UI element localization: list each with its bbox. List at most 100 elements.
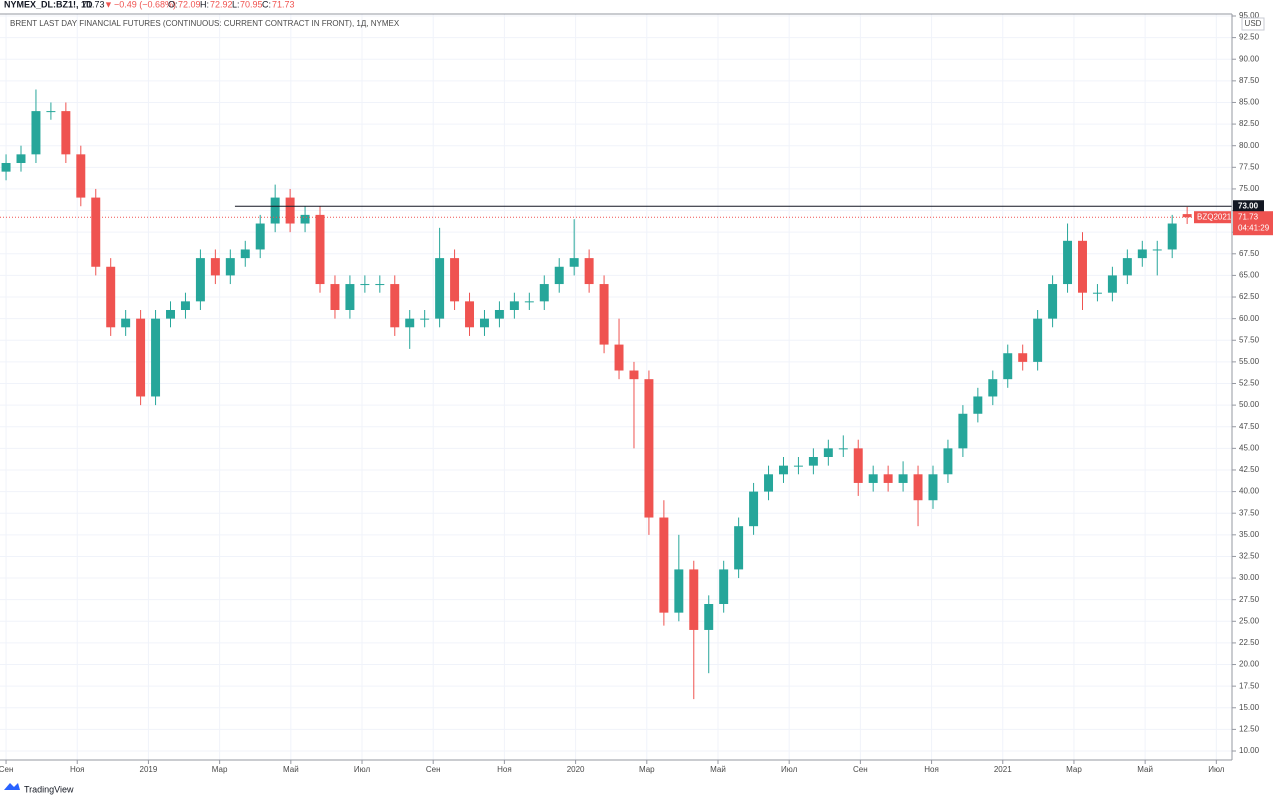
y-tick-label: 60.00 [1239,314,1260,323]
y-tick-label: 95.00 [1239,11,1260,20]
candle-body [16,154,26,163]
y-tick-label: 45.00 [1239,443,1260,452]
x-tick-label: 2021 [994,765,1012,774]
l-label: L: [232,0,240,9]
y-tick-label: 30.00 [1239,573,1260,582]
y-tick-label: 10.00 [1239,746,1260,755]
high: 72.92 [210,0,233,9]
y-tick-label: 20.00 [1239,660,1260,669]
candle-body [1003,353,1013,380]
candle-body [734,526,744,570]
candle-body [375,284,385,286]
y-tick-label: 40.00 [1239,487,1260,496]
y-tick-label: 15.00 [1239,703,1260,712]
x-tick-label: Мар [639,765,655,774]
candle-body [31,111,41,155]
axes: 10.00 12.50 15.00 17.50 20.00 22.50 25.00 27.50… [0,11,1273,774]
candle-body [883,474,893,483]
x-tick-label: Июл [354,765,371,774]
open: 72.09 [178,0,201,9]
candle-body [255,223,265,250]
last: 71.73 [82,0,105,9]
candle-body [808,456,818,466]
candle-body [554,266,564,285]
countdown: 04:41:29 [1238,223,1270,232]
x-tick-label: Июл [1208,765,1225,774]
y-tick-label: 62.50 [1239,292,1260,301]
y-tick-label: 65.00 [1239,271,1260,280]
y-tick-label: 17.50 [1239,681,1260,690]
candle-body [988,379,998,397]
candle-body [749,491,759,527]
y-tick-label: 12.50 [1239,724,1260,733]
x-tick-label: Сен [853,765,868,774]
y-tick-label: 32.50 [1239,552,1260,561]
candle-body [913,474,923,501]
candle-body [1078,240,1087,293]
candle-body [46,111,56,113]
candle-body [210,258,220,276]
candle-body [823,448,833,457]
y-tick-label: 57.50 [1239,335,1260,344]
candle-body [868,474,878,483]
symbol-box [1194,211,1231,224]
candle-body [1033,318,1043,362]
x-tick-label: Июл [781,765,798,774]
symbol-label: BZQ2021 [1197,212,1232,221]
candle-body [778,465,788,475]
candle-body [569,258,579,267]
candle-body [943,448,953,475]
y-tick-label: 87.50 [1239,76,1260,85]
y-tick-label: 77.50 [1239,162,1260,171]
y-tick-label: 42.50 [1239,465,1260,474]
candle-body [1048,284,1058,319]
candle-body [1018,353,1028,362]
symbol: NYMEX_DL:BZ1!, 1D [4,0,93,9]
footer[interactable]: TradingView [24,784,74,794]
candle-body [629,370,639,380]
y-tick-label: 85.00 [1239,98,1260,107]
candle-body [1092,292,1102,294]
x-tick-label: Ноя [70,765,85,774]
y-tick-label: 75.00 [1239,184,1260,193]
last-price-label: 71.73 [1238,212,1259,221]
candle-body [599,284,609,345]
candle-body [539,284,549,302]
y-tick-label: 35.00 [1239,530,1260,539]
y-tick-label: 82.50 [1239,119,1260,128]
candle-body [435,258,445,319]
x-tick-label: Сен [0,765,13,774]
candle-body [1107,275,1117,293]
hline-label: 73.00 [1238,201,1259,210]
candle-body [853,448,863,483]
currency: USD [1245,19,1262,28]
chart-title: BRENT LAST DAY FINANCIAL FUTURES (CONTIN… [10,19,400,28]
candle-body [240,249,250,259]
candle-body [195,258,205,302]
candle-body [300,214,310,224]
y-tick-label: 50.00 [1239,400,1260,409]
candle-body [1167,223,1177,250]
currency-box [1241,17,1265,31]
candle-body [1063,240,1073,285]
candle-body [180,301,190,310]
candle-body [689,569,699,630]
candle-body [151,318,161,397]
grid [0,14,1232,760]
x-tick-label: Мар [1066,765,1082,774]
candle-body [345,284,355,310]
arrow: ▼ [104,0,113,9]
candle-body [76,154,86,198]
candle-body [360,284,370,286]
x-tick-label: Ноя [497,765,512,774]
candle-body [1122,258,1132,276]
x-tick-label: Май [283,765,299,774]
x-tick-label: Май [710,765,726,774]
y-tick-label: 37.50 [1239,508,1260,517]
y-tick-label: 25.00 [1239,616,1260,625]
candle-body [166,309,175,319]
candle-body [1,162,11,172]
y-tick-label: 52.50 [1239,379,1260,388]
last-price-box [1233,211,1273,236]
